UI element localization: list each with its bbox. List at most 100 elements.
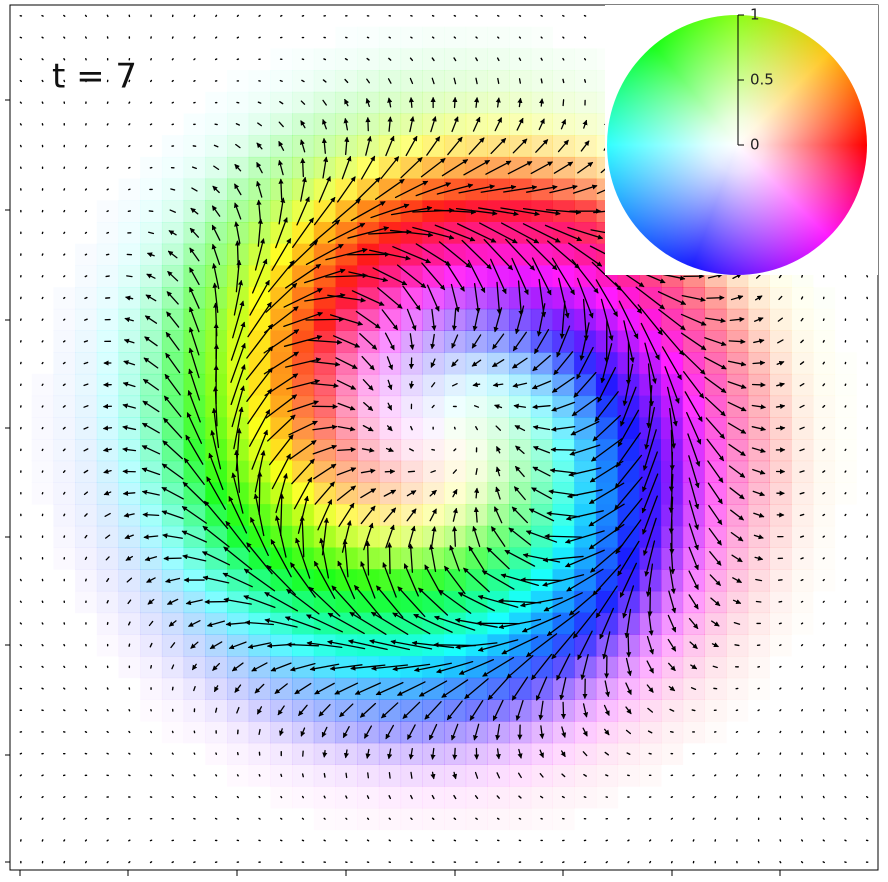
arrow (213, 144, 219, 148)
arrow (63, 817, 66, 820)
arrow (62, 383, 66, 387)
arrow (258, 817, 261, 820)
arrow (211, 205, 221, 217)
arrow (84, 166, 87, 169)
arrow (223, 546, 253, 571)
arrow (83, 340, 89, 343)
arrow (41, 79, 44, 83)
arrow (236, 795, 239, 799)
arrow (128, 861, 131, 864)
arrow (84, 578, 87, 582)
arrow (193, 685, 196, 692)
arrow (249, 279, 270, 316)
arrow (257, 122, 262, 127)
arrow (256, 199, 262, 223)
arrow (63, 231, 66, 235)
arrow (189, 247, 200, 262)
arrow (106, 231, 110, 234)
arrow (142, 512, 160, 518)
arrow (211, 263, 220, 290)
arrow (141, 422, 160, 434)
arrow (256, 161, 263, 174)
arrow (193, 58, 196, 61)
arrow (63, 318, 66, 321)
arrow (84, 534, 88, 539)
arrow (244, 620, 274, 626)
arrow (215, 707, 218, 713)
arrow (167, 250, 178, 259)
arrow (243, 595, 276, 609)
arrow (19, 58, 23, 61)
arrow (84, 275, 88, 278)
arrow (84, 513, 88, 517)
arrow (167, 270, 179, 282)
arrow (41, 644, 44, 647)
arrow (181, 530, 208, 543)
arrow (212, 662, 221, 671)
arrow (256, 180, 263, 198)
arrow (128, 166, 131, 169)
arrow (170, 188, 176, 191)
arrow (161, 487, 184, 500)
arrow (164, 395, 182, 418)
arrow (189, 227, 200, 238)
arrow (148, 231, 155, 235)
arrow (248, 409, 271, 447)
arrow (251, 258, 268, 294)
arrow (161, 463, 184, 480)
arrow (185, 599, 203, 606)
arrow (19, 123, 22, 126)
arrow (236, 817, 240, 820)
arrow (191, 166, 197, 170)
arrow (168, 620, 177, 627)
arrow (243, 568, 276, 592)
arrow (128, 730, 131, 734)
arrow (41, 687, 44, 690)
arrow (257, 218, 263, 247)
arrow (84, 860, 87, 864)
arrow (234, 684, 242, 693)
arrow (247, 388, 272, 425)
arrow (278, 121, 284, 128)
arrow (171, 752, 174, 755)
arrow (106, 599, 109, 604)
arrow (234, 163, 242, 172)
arrow (247, 301, 272, 338)
arrow (126, 577, 133, 583)
arrow (102, 425, 113, 431)
arrow (258, 795, 261, 799)
arrow (128, 839, 131, 842)
arrow (188, 620, 201, 627)
arrow (236, 36, 240, 39)
arrow (225, 520, 251, 553)
colorbar-tick-label: 1 (750, 6, 760, 24)
arrow (128, 101, 131, 104)
arrow (84, 188, 88, 191)
arrow (202, 525, 230, 548)
arrow (83, 361, 89, 365)
arrow (41, 622, 44, 625)
arrow (83, 469, 89, 474)
arrow (258, 728, 261, 735)
arrow (124, 534, 134, 540)
arrow (63, 253, 66, 256)
arrow (125, 555, 133, 561)
arrow (124, 317, 134, 323)
arrow (190, 641, 199, 649)
arrow (41, 774, 44, 777)
arrow (19, 817, 22, 820)
arrow (204, 500, 229, 530)
arrow (84, 839, 88, 842)
arrow (214, 795, 218, 799)
arrow (254, 238, 266, 271)
arrow (103, 490, 112, 496)
arrow (188, 368, 201, 401)
arrow (231, 385, 245, 428)
arrow (279, 100, 284, 105)
arrow (193, 36, 196, 39)
arrow (84, 556, 88, 560)
arrow (122, 447, 137, 453)
arrow (253, 493, 265, 537)
colorbar-tick-label: 0 (750, 136, 760, 154)
arrow (122, 381, 136, 388)
